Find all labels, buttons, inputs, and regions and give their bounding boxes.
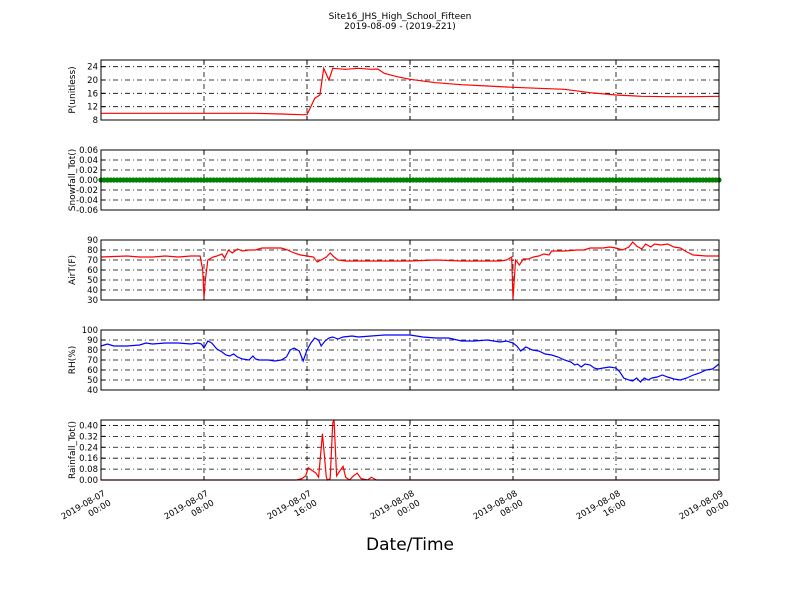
x-axis-label: Date/Time — [366, 535, 454, 555]
chart-title-line1: Site16_JHS_High_School_Fifteen — [329, 12, 472, 22]
x-tick-label: 2019-08-0800:00 — [369, 489, 422, 532]
axes-frame — [100, 149, 720, 211]
subplot-0: 8 12 16 20 24 P(unitless) — [68, 59, 720, 126]
y-tick-label: -0.06 — [76, 206, 98, 216]
subplot-1: -0.06-0.04-0.020.000.020.040.06Snowfall_… — [68, 146, 722, 216]
axes-frame — [100, 419, 720, 481]
y-tick-label: 40 — [87, 286, 98, 296]
y-axis-label: Snowfall_Tot() — [68, 149, 78, 212]
y-tick-label: 20 — [87, 76, 98, 86]
series-line — [100, 241, 719, 300]
y-tick-label: 16 — [87, 89, 98, 99]
y-tick-label: 40 — [87, 386, 98, 396]
y-tick-label: -0.04 — [76, 196, 98, 206]
y-tick-label: 50 — [87, 376, 98, 386]
y-axis-label: RH(%) — [68, 346, 78, 375]
x-tick-label: 2019-08-0900:00 — [678, 489, 731, 532]
x-tick-label: 2019-08-0708:00 — [163, 489, 216, 532]
y-tick-label: 0.00 — [79, 476, 98, 486]
y-tick-label: 60 — [87, 366, 98, 376]
y-tick-label: 0.00 — [79, 176, 98, 186]
y-tick-label: 70 — [87, 356, 98, 366]
y-tick-label: 90 — [87, 236, 98, 246]
axes-frame — [100, 329, 720, 391]
y-tick-label: 60 — [87, 266, 98, 276]
series-line — [101, 66, 720, 116]
x-axis-tick-labels: 2019-08-0700:00 2019-08-0708:00 2019-08-07… — [60, 489, 731, 532]
y-tick-label: 12 — [87, 103, 98, 113]
series-line — [100, 334, 720, 383]
y-tick-label: 0.24 — [79, 443, 98, 453]
subplot-panels: 812162024P(unitless)-0.06-0.04-0.020.000… — [68, 59, 722, 486]
y-axis-label: AirT(F) — [68, 255, 78, 285]
y-tick-label: 100 — [82, 326, 98, 336]
y-tick-label: 80 — [87, 346, 98, 356]
x-tick-label: 2019-08-0816:00 — [575, 489, 628, 532]
y-tick-label: 0.32 — [79, 432, 98, 442]
y-tick-label: 8 — [93, 116, 98, 126]
y-tick-label: 0.04 — [79, 156, 98, 166]
y-tick-label: 30 — [87, 296, 98, 306]
y-tick-label: 90 — [87, 336, 98, 346]
y-tick-label: 0.06 — [79, 146, 98, 156]
y-tick-label: 0.40 — [79, 421, 98, 431]
y-tick-label: -0.02 — [76, 186, 98, 196]
axes-frame — [100, 239, 720, 301]
y-axis-label: Rainfall_Tot() — [68, 421, 78, 479]
x-tick-label: 2019-08-0700:00 — [60, 489, 113, 532]
y-tick-label: 80 — [87, 246, 98, 256]
y-tick-label: 50 — [87, 276, 98, 286]
y-tick-label: 0.08 — [79, 465, 98, 475]
y-tick-label: 70 — [87, 256, 98, 266]
y-tick-label: 24 — [87, 63, 98, 73]
x-tick-label: 2019-08-0716:00 — [266, 489, 319, 532]
y-tick-label: 0.16 — [79, 454, 98, 464]
y-axis-label: P(unitless) — [68, 66, 78, 113]
y-tick-label: 0.02 — [79, 166, 98, 176]
chart-title-line2: 2019-08-09 - (2019-221) — [344, 22, 456, 32]
axes-frame — [100, 59, 720, 121]
x-tick-label: 2019-08-0808:00 — [472, 489, 525, 532]
